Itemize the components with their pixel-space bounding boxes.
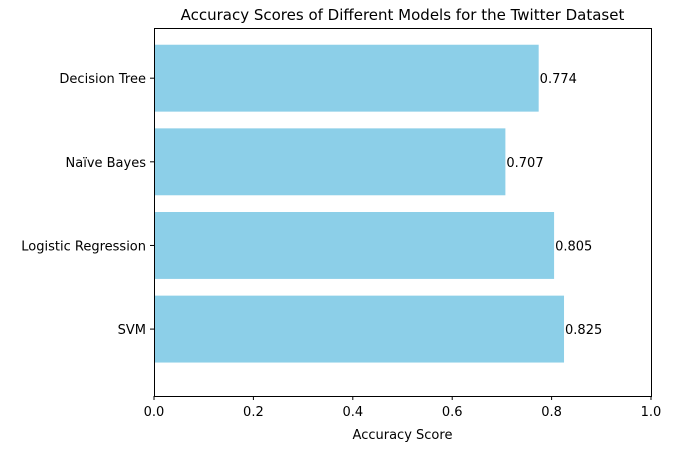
data-label: 0.805 — [555, 239, 592, 254]
bar-logistic-regression — [154, 212, 555, 279]
y-axis-ticks: Decision Tree Naïve Bayes Logistic Regress… — [21, 72, 154, 338]
y-tick-label: Logistic Regression — [21, 239, 146, 254]
bars-group: 0.774 0.707 0.805 0.825 — [154, 44, 602, 363]
bar-na-ve-bayes — [154, 128, 506, 196]
chart-title: Accuracy Scores of Different Models for … — [181, 6, 625, 24]
y-tick-label: Decision Tree — [59, 72, 146, 87]
x-axis-label: Accuracy Score — [353, 428, 453, 443]
x-axis-ticks: 0.0 0.2 0.4 0.6 0.8 1.0 — [144, 396, 662, 420]
x-tick-label: 0.0 — [144, 405, 165, 420]
x-tick-label: 1.0 — [641, 405, 662, 420]
data-label: 0.825 — [565, 323, 602, 338]
y-tick-label: SVM — [118, 323, 146, 338]
data-label: 0.707 — [506, 156, 543, 171]
x-tick-label: 0.4 — [342, 405, 363, 420]
x-tick-label: 0.8 — [541, 405, 562, 420]
bar-svm — [154, 295, 565, 363]
x-tick-label: 0.2 — [243, 405, 264, 420]
bar-decision-tree — [154, 44, 539, 112]
data-label: 0.774 — [540, 72, 577, 87]
x-tick-label: 0.6 — [442, 405, 463, 420]
y-tick-label: Naïve Bayes — [66, 156, 147, 171]
plot-frame — [154, 28, 652, 397]
